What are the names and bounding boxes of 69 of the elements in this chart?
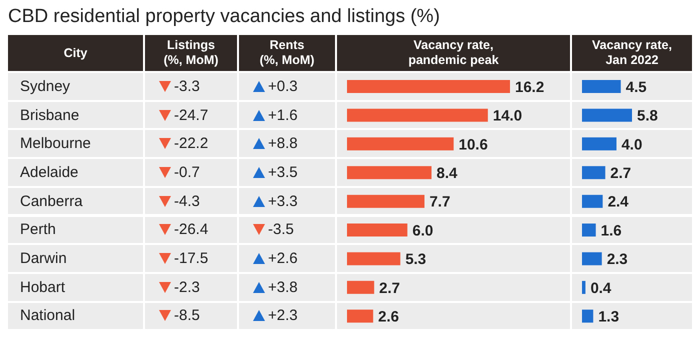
data-label: 10.6	[458, 136, 488, 154]
bar	[582, 108, 632, 122]
series-label: Listings (%, MoM)	[145, 35, 237, 71]
data-label: 2.4	[608, 194, 630, 211]
data-label: +3.5	[268, 164, 298, 181]
data-label: -22.2	[174, 135, 208, 152]
data-label: 2.7	[379, 280, 400, 297]
data-label: -4.3	[174, 192, 200, 210]
data-label: 5.8	[637, 108, 658, 125]
bar	[347, 166, 432, 180]
bar	[582, 224, 596, 237]
data-label: +8.8	[268, 135, 298, 152]
bar	[582, 310, 594, 323]
category-label: National	[20, 306, 76, 326]
bar	[347, 137, 454, 150]
data-label: 2.7	[610, 164, 632, 182]
bar	[347, 108, 488, 122]
bar	[347, 280, 374, 294]
data-label: 5.3	[405, 251, 426, 268]
data-label: -3.5	[268, 221, 294, 238]
data-label: +0.3	[268, 78, 298, 95]
data-label: 14.0	[492, 108, 522, 125]
data-label: +2.3	[268, 307, 298, 324]
bar	[347, 194, 424, 208]
data-label: -2.3	[174, 278, 200, 296]
data-label: 4.0	[621, 136, 642, 154]
data-label: 16.2	[515, 78, 544, 96]
bar	[347, 310, 374, 323]
bar	[347, 252, 400, 266]
data-label: 2.6	[378, 308, 400, 326]
data-label: 0.4	[590, 280, 612, 297]
category-label: Hobart	[20, 278, 66, 298]
data-label: -26.4	[174, 221, 208, 238]
data-label: -17.5	[174, 250, 208, 268]
category-label: Sydney	[20, 76, 70, 97]
data-label: 1.6	[600, 222, 622, 240]
data-label: +3.3	[268, 192, 298, 210]
x-axis-title: Vacancy rate, Jan 2022	[572, 35, 692, 71]
category-label: Adelaide	[20, 162, 78, 183]
data-label: -8.5	[174, 307, 200, 324]
text: City	[8, 35, 143, 71]
category-label: Melbourne	[20, 134, 91, 154]
data-label: +1.6	[268, 106, 298, 124]
series-label: Rents (%, MoM)	[239, 35, 335, 71]
bar	[347, 224, 408, 237]
data-label: 1.3	[598, 308, 620, 326]
bar	[347, 80, 510, 94]
data-label: -0.7	[174, 164, 200, 181]
bar	[582, 166, 606, 180]
x-axis-title: Vacancy rate, pandemic peak	[337, 35, 570, 71]
text: CBD residential property vacancies and listings (%)	[8, 6, 440, 28]
bar	[582, 280, 586, 294]
data-label: 4.5	[626, 78, 647, 96]
data-label: 8.4	[436, 164, 458, 182]
data-label: -3.3	[174, 78, 200, 95]
data-label: 7.7	[429, 194, 450, 211]
data-label: +2.6	[268, 250, 298, 268]
data-label: +3.8	[268, 278, 298, 296]
category-label: Brisbane	[20, 106, 80, 126]
bar	[582, 252, 602, 266]
category-label: Perth	[20, 220, 56, 240]
bar	[582, 80, 621, 94]
category-label: Canberra	[20, 192, 83, 212]
category-label: Darwin	[20, 249, 67, 270]
bar	[582, 137, 616, 150]
data-label: 6.0	[412, 222, 434, 240]
data-label: 2.3	[606, 251, 628, 268]
bar	[582, 194, 603, 208]
data-label: -24.7	[174, 106, 208, 124]
